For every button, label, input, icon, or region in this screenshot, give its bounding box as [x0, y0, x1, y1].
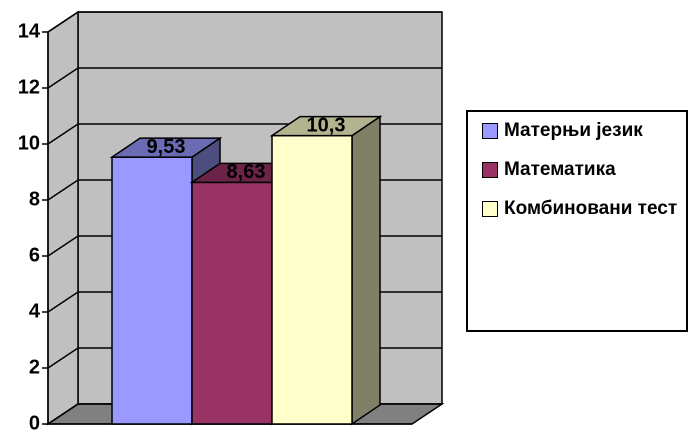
bar — [271, 134, 353, 425]
grid-line — [47, 291, 79, 313]
y-tick-label: 6 — [29, 244, 40, 266]
grid-line — [47, 123, 79, 145]
legend-item: Комбиновани тест — [482, 196, 682, 221]
data-label: 9,53 — [147, 136, 186, 158]
y-tick-label: 8 — [29, 188, 40, 210]
grid-line — [47, 347, 79, 369]
grid-line — [47, 67, 79, 89]
y-tick-label: 10 — [18, 132, 40, 154]
legend-label: Математика — [504, 159, 616, 180]
legend: Матерњи језик Математика Комбиновани тест — [466, 110, 688, 332]
data-label: 8,63 — [227, 161, 266, 183]
side-wall — [47, 10, 79, 426]
bar — [191, 181, 273, 425]
grid-line — [47, 403, 79, 425]
y-tick-label: 0 — [29, 412, 40, 432]
legend-item: Математика — [482, 157, 682, 182]
legend-swatch — [482, 201, 498, 217]
grid-line — [47, 11, 79, 33]
legend-swatch — [482, 162, 498, 178]
y-tick-label: 14 — [18, 20, 41, 42]
grid-line — [47, 179, 79, 201]
legend-label: Матерњи језик — [504, 120, 643, 141]
y-tick-label: 12 — [18, 76, 40, 98]
legend-label: Комбиновани тест — [504, 198, 678, 219]
bar-top — [109, 137, 223, 158]
legend-item: Матерњи језик — [482, 118, 682, 143]
y-tick-label: 2 — [29, 356, 40, 378]
data-label: 10,3 — [307, 114, 346, 136]
legend-swatch — [482, 123, 498, 139]
bar-top — [269, 115, 383, 137]
bar-side — [351, 115, 381, 426]
bar — [111, 156, 193, 425]
y-tick-label: 4 — [29, 300, 41, 322]
grid-line — [47, 235, 79, 257]
